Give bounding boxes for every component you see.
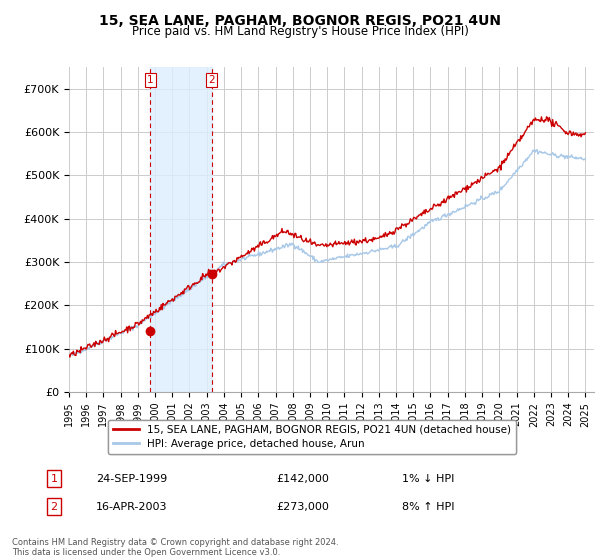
Text: 16-APR-2003: 16-APR-2003	[96, 502, 167, 512]
Text: 8% ↑ HPI: 8% ↑ HPI	[402, 502, 455, 512]
Text: 1% ↓ HPI: 1% ↓ HPI	[402, 474, 454, 484]
Legend: 15, SEA LANE, PAGHAM, BOGNOR REGIS, PO21 4UN (detached house), HPI: Average pric: 15, SEA LANE, PAGHAM, BOGNOR REGIS, PO21…	[107, 419, 517, 454]
Text: £142,000: £142,000	[276, 474, 329, 484]
Text: 2: 2	[50, 502, 58, 512]
Text: 15, SEA LANE, PAGHAM, BOGNOR REGIS, PO21 4UN: 15, SEA LANE, PAGHAM, BOGNOR REGIS, PO21…	[99, 14, 501, 28]
Text: Price paid vs. HM Land Registry's House Price Index (HPI): Price paid vs. HM Land Registry's House …	[131, 25, 469, 38]
Text: 24-SEP-1999: 24-SEP-1999	[96, 474, 167, 484]
Text: Contains HM Land Registry data © Crown copyright and database right 2024.
This d: Contains HM Land Registry data © Crown c…	[12, 538, 338, 557]
Text: 2: 2	[208, 75, 215, 85]
Text: £273,000: £273,000	[276, 502, 329, 512]
Text: 1: 1	[147, 75, 154, 85]
Text: 1: 1	[50, 474, 58, 484]
Bar	[151, 67, 212, 392]
